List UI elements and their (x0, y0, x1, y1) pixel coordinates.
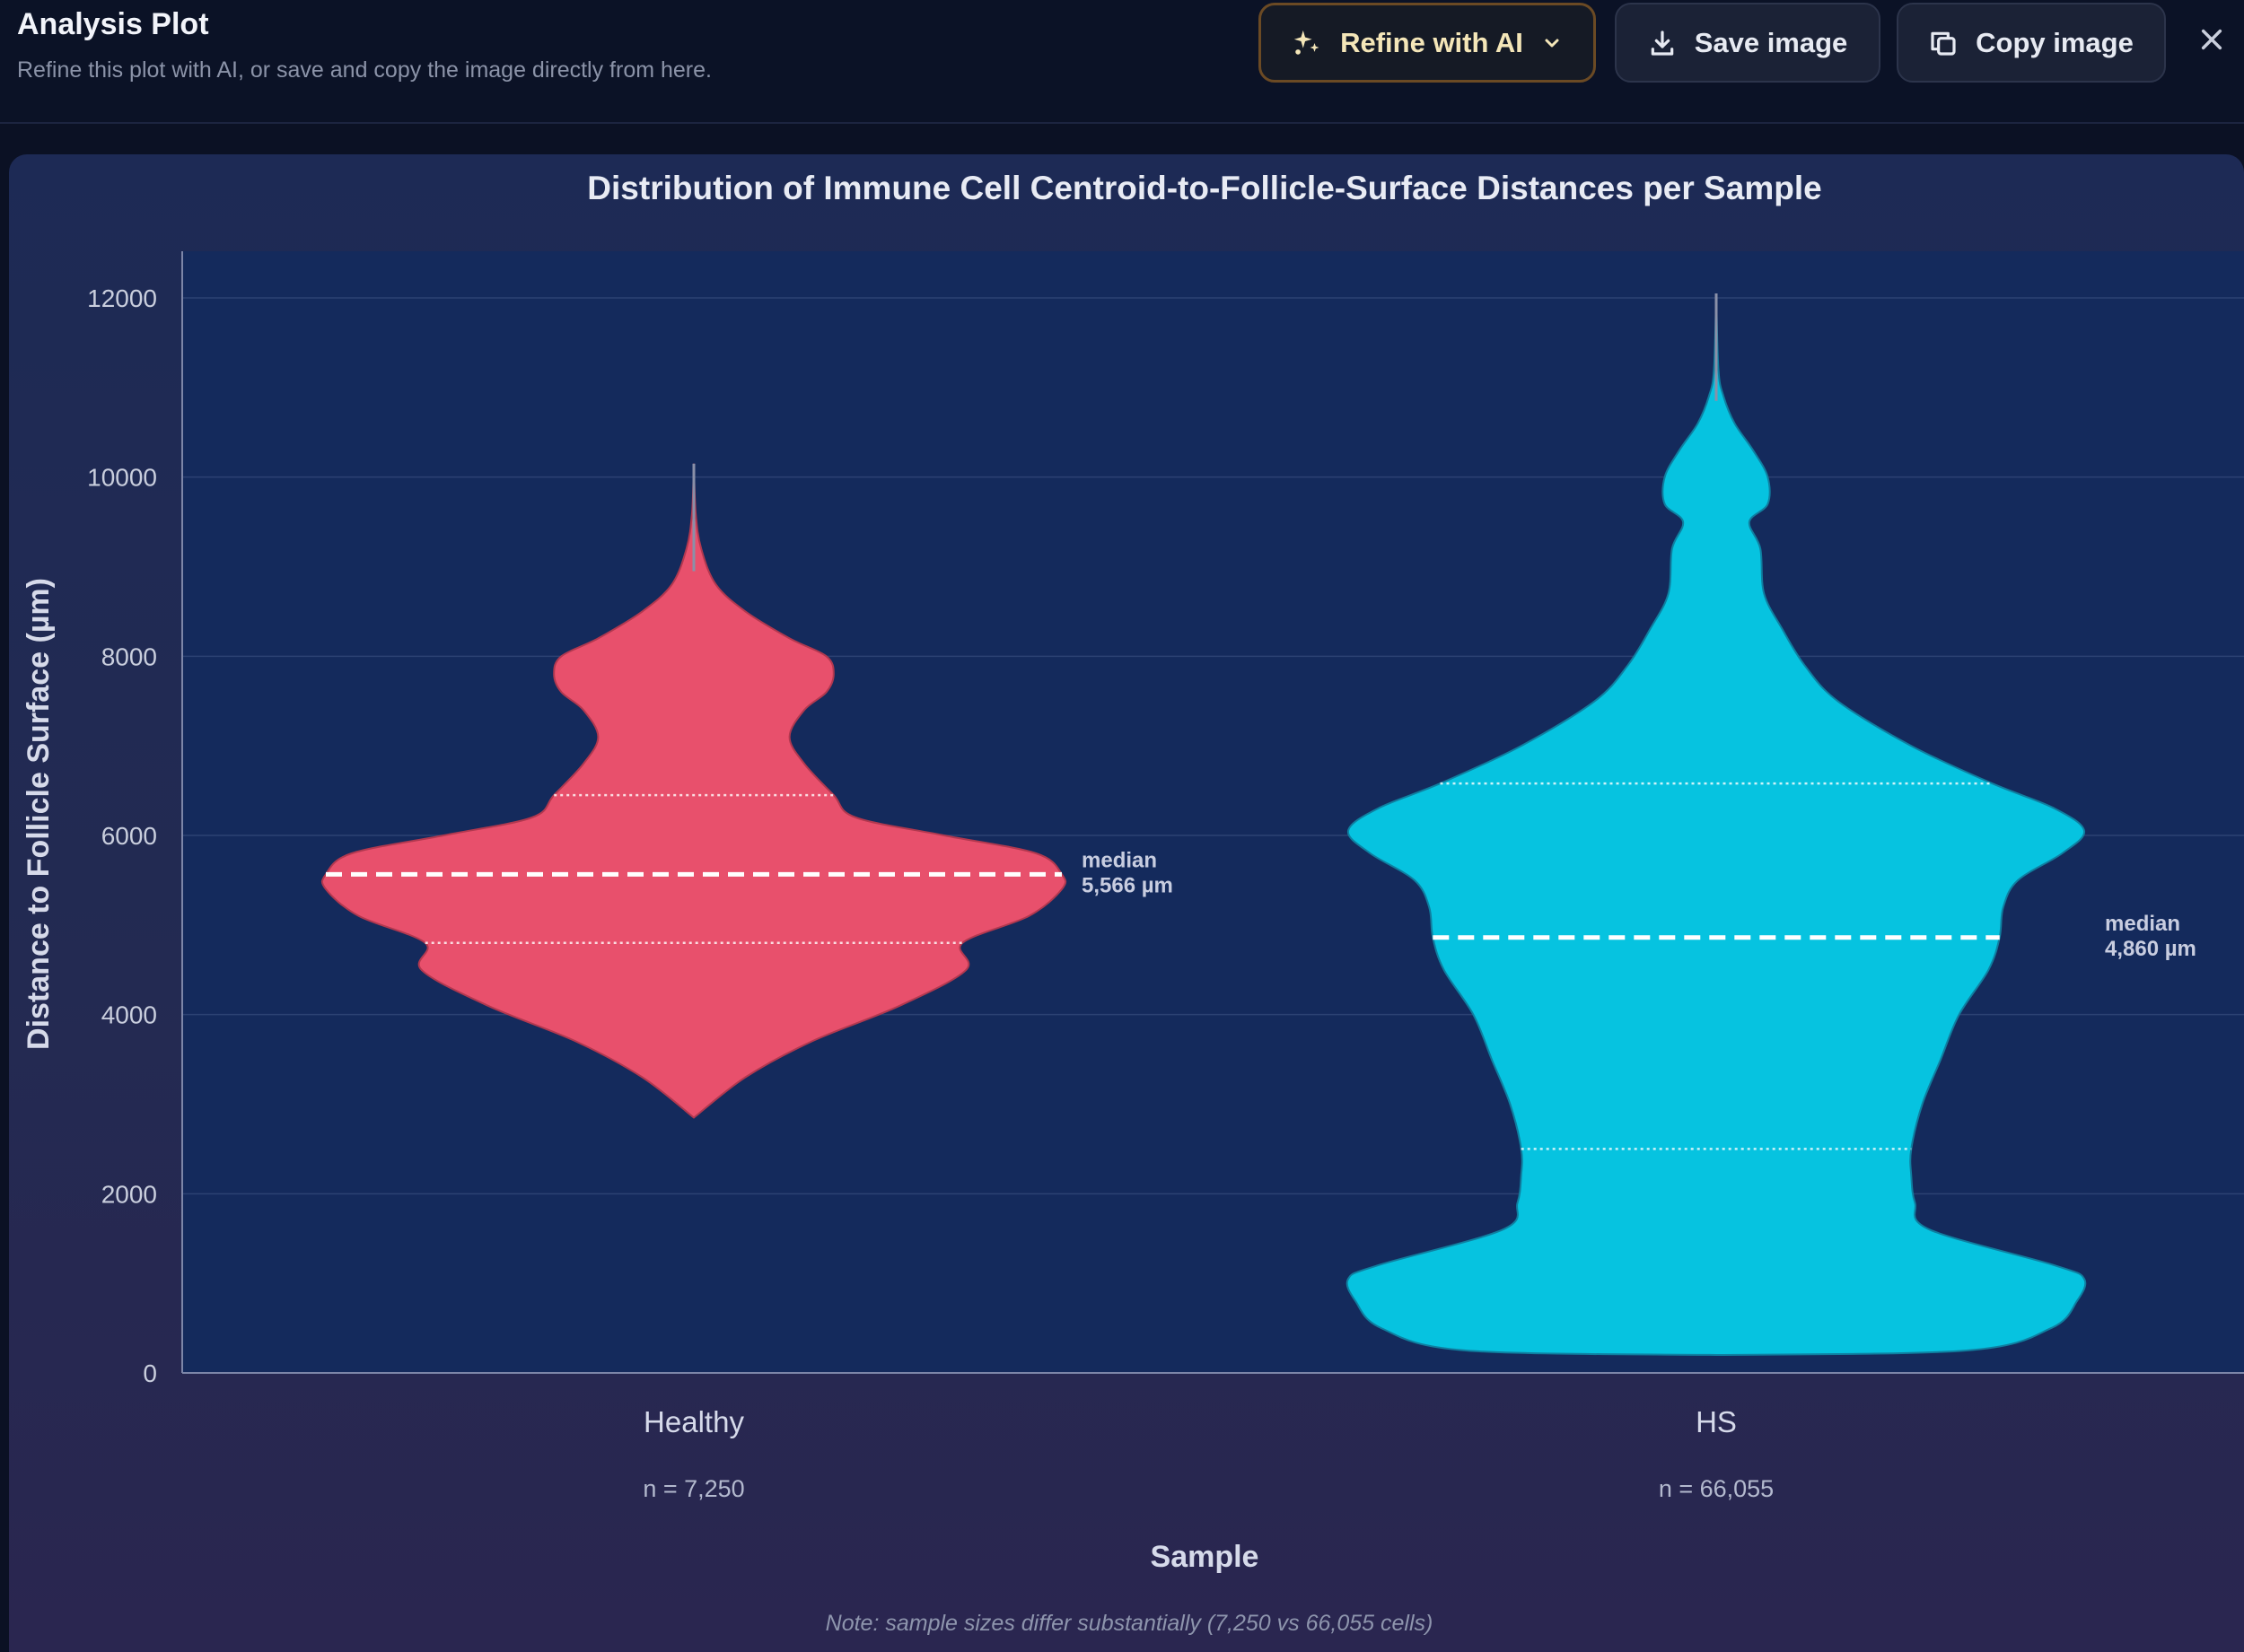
median-label-healthy: median (1082, 848, 1157, 872)
x-axis-label: Sample (1151, 1540, 1259, 1574)
chart-title: Distribution of Immune Cell Centroid-to-… (587, 170, 1821, 206)
y-tick-label-12000: 12000 (87, 284, 157, 312)
download-icon (1648, 29, 1677, 57)
violin-hs (1346, 293, 2087, 1357)
y-tick-label-6000: 6000 (101, 822, 157, 850)
y-tick-label-2000: 2000 (101, 1180, 157, 1208)
x-tick-label-hs: HS (1696, 1405, 1737, 1438)
y-axis-ticks: 0 2000 4000 6000 8000 10000 12000 (87, 284, 157, 1387)
dialog-title: Analysis Plot (17, 7, 209, 41)
refine-button-label: Refine with AI (1340, 26, 1523, 58)
y-tick-label-0: 0 (143, 1359, 157, 1387)
plot-panel: Distribution of Immune Cell Centroid-to-… (9, 154, 2244, 1652)
violin-chart: Distribution of Immune Cell Centroid-to-… (22, 170, 2244, 1636)
x-tick-label-healthy: Healthy (644, 1405, 744, 1438)
y-tick-label-8000: 8000 (101, 642, 157, 670)
dialog-subtitle: Refine this plot with AI, or save and co… (17, 57, 712, 83)
sparkles-icon (1292, 28, 1322, 58)
copy-icon (1929, 29, 1958, 57)
footnote: Note: sample sizes differ substantially … (826, 1611, 1433, 1636)
close-icon[interactable] (2192, 20, 2231, 59)
y-tick-label-4000: 4000 (101, 1001, 157, 1029)
copy-button-label: Copy image (1976, 26, 2134, 58)
median-value-hs: 4,860 µm (2105, 937, 2196, 961)
median-label-hs: median (2105, 912, 2180, 936)
save-button-label: Save image (1694, 26, 1848, 58)
median-value-healthy: 5,566 µm (1082, 873, 1173, 897)
y-axis-label: Distance to Follicle Surface (µm) (22, 578, 56, 1050)
copy-image-button[interactable]: Copy image (1897, 3, 2166, 83)
y-tick-label-10000: 10000 (87, 464, 157, 492)
chevron-down-icon (1541, 32, 1563, 54)
refine-with-ai-button[interactable]: Refine with AI (1258, 3, 1596, 83)
sample-size-healthy: n = 7,250 (643, 1475, 744, 1502)
save-image-button[interactable]: Save image (1615, 3, 1880, 83)
plot-dialog-header: Analysis Plot Refine this plot with AI, … (0, 0, 2244, 124)
sample-size-hs: n = 66,055 (1659, 1475, 1774, 1502)
